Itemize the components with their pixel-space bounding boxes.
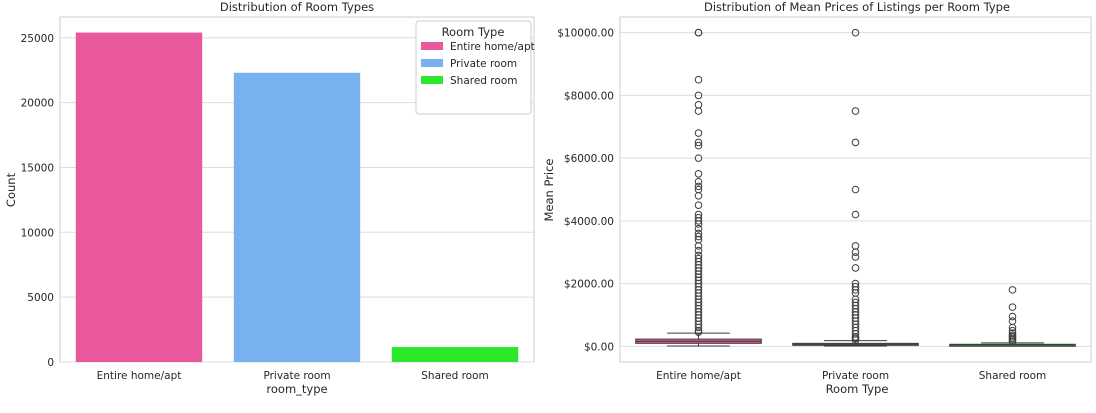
- box-y-tick-label: $0.00: [584, 341, 614, 353]
- outlier-point: [851, 138, 860, 147]
- outlier-point: [1008, 312, 1017, 321]
- bar-x-tick-label: Entire home/apt: [97, 370, 182, 382]
- bar-y-tick-label: 15000: [21, 162, 54, 174]
- box-y-tick-label: $4000.00: [564, 216, 614, 228]
- box-shared-room: [949, 286, 1076, 347]
- box-y-tick-label: $6000.00: [564, 153, 614, 165]
- outlier-point: [694, 107, 703, 115]
- outlier-point: [1008, 286, 1017, 294]
- box-y-tick-label: $8000.00: [564, 90, 614, 102]
- box-x-tick-label: Shared room: [979, 370, 1046, 382]
- box-entire-home-apt: [635, 28, 762, 347]
- outlier-point: [851, 264, 860, 272]
- outlier-point: [851, 253, 860, 261]
- legend-entry-private-room: Private room: [450, 58, 517, 70]
- outlier-point: [694, 28, 703, 37]
- box-chart-plot-area: [619, 16, 1092, 363]
- outlier-point: [694, 201, 703, 209]
- outlier-point: [694, 129, 703, 137]
- outlier-point: [694, 91, 703, 100]
- box-y-tick-label: $10000.00: [557, 28, 614, 40]
- outlier-point: [851, 185, 860, 194]
- outlier-point: [694, 138, 703, 147]
- bar-chart-y-label: Count: [4, 172, 18, 207]
- legend-swatch-shared-room: [421, 76, 443, 84]
- box-chart-y-label: Mean Price: [542, 158, 556, 221]
- outlier-point: [694, 232, 703, 241]
- box-y-tick-label: $2000.00: [564, 279, 614, 291]
- outlier-point: [851, 28, 860, 37]
- box-x-tick-label: Private room: [822, 370, 889, 382]
- box-chart-title: Distribution of Mean Prices of Listings …: [704, 0, 1010, 14]
- bar-y-tick-label: 5000: [27, 292, 54, 304]
- box-private-room: [792, 28, 919, 347]
- box-chart-x-label: Room Type: [826, 382, 889, 396]
- legend-box: [415, 20, 532, 115]
- outlier-point: [694, 170, 703, 178]
- legend-title: Room Type: [442, 25, 505, 39]
- outlier-point: [851, 107, 860, 115]
- outlier-point: [1008, 303, 1017, 311]
- outlier-point: [694, 177, 703, 186]
- bar-chart-bars: [75, 32, 519, 363]
- box-x-tick-label: Entire home/apt: [656, 370, 741, 382]
- box-chart-boxes: [635, 28, 1076, 347]
- outlier-point: [1008, 337, 1017, 346]
- bar-y-tick-label: 20000: [21, 98, 54, 110]
- bar-x-tick-label: Private room: [263, 370, 330, 382]
- legend-entry-entire-home: Entire home/apt: [450, 41, 535, 53]
- outlier-point: [694, 75, 703, 84]
- bar-entire-home-apt: [75, 32, 203, 363]
- outlier-point: [694, 182, 703, 191]
- outlier-point: [694, 328, 703, 337]
- outlier-point: [694, 220, 703, 228]
- bar-y-tick-label: 10000: [21, 227, 54, 239]
- outlier-point: [694, 217, 703, 225]
- outlier-point: [851, 286, 860, 294]
- bar-y-tick-label: 25000: [21, 33, 54, 45]
- box-chart-x-ticks: Entire home/apt Private room Shared room: [656, 370, 1046, 382]
- bar-chart-x-label: room_type: [266, 382, 327, 396]
- outlier-point: [694, 141, 703, 150]
- bar-chart-legend: Room Type Entire home/apt Private room S…: [415, 20, 535, 115]
- legend-entry-shared-room: Shared room: [450, 75, 517, 87]
- bar-chart-x-ticks: Entire home/apt Private room Shared room: [97, 370, 489, 382]
- bar-chart-title: Distribution of Room Types: [220, 0, 374, 14]
- bar-shared-room: [391, 347, 519, 362]
- box-chart-y-ticks: $0.00 $2000.00 $4000.00 $6000.00 $8000.00 $10…: [557, 28, 614, 354]
- bar-y-tick-label: 0: [47, 357, 54, 369]
- bar-chart: 0 5000 10000 15000 20000 25000 Entire home/ap…: [4, 0, 535, 396]
- bar-x-tick-label: Shared room: [421, 370, 488, 382]
- legend-swatch-private-room: [421, 59, 443, 67]
- bar-chart-y-ticks: 0 5000 10000 15000 20000 25000: [21, 33, 54, 369]
- outlier-point: [694, 242, 703, 250]
- outlier-point: [694, 323, 703, 332]
- legend-swatch-entire-home: [421, 42, 443, 50]
- outlier-point: [694, 154, 703, 162]
- outlier-point: [851, 248, 860, 257]
- bar-private-room: [233, 72, 361, 362]
- outlier-point: [851, 336, 860, 344]
- outlier-point: [694, 246, 703, 255]
- outlier-point: [1008, 323, 1017, 332]
- outlier-point: [694, 224, 703, 233]
- box-chart: $0.00 $2000.00 $4000.00 $6000.00 $8000.00 $10…: [542, 0, 1092, 396]
- outlier-point: [694, 191, 703, 200]
- outlier-point: [851, 210, 860, 219]
